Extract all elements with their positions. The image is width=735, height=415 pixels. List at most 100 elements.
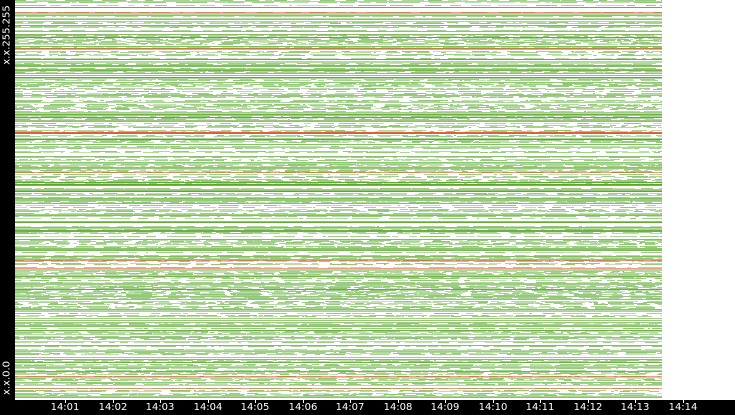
heat-segment: [274, 127, 303, 128]
heat-segment: [639, 243, 642, 244]
heat-segment: [85, 183, 101, 184]
heat-segment: [153, 126, 173, 127]
heat-segment: [467, 108, 478, 109]
heat-segment: [408, 361, 433, 362]
heat-segment: [609, 85, 632, 86]
heat-segment: [467, 135, 478, 136]
heat-segment: [15, 39, 18, 40]
heat-segment: [134, 292, 164, 293]
heat-segment: [15, 30, 43, 31]
heat-segment: [329, 360, 354, 361]
heat-segment: [508, 180, 528, 181]
heat-segment: [450, 352, 468, 353]
heat-segment: [515, 171, 537, 172]
heat-segment: [305, 303, 321, 304]
heat-segment: [643, 302, 662, 303]
heat-segment: [250, 101, 255, 102]
heat-segment: [482, 333, 498, 334]
heat-segment: [126, 42, 140, 43]
heat-segment: [310, 264, 319, 265]
heat-segment: [172, 100, 174, 101]
heat-segment: [15, 271, 30, 272]
heat-segment: [482, 148, 500, 149]
heat-segment: [176, 52, 190, 53]
heat-segment: [328, 316, 330, 317]
heat-segment: [139, 258, 165, 259]
heat-row: [15, 189, 662, 190]
heat-segment: [559, 261, 564, 262]
heat-segment: [34, 193, 56, 194]
heat-segment: [442, 272, 446, 273]
heat-segment: [660, 352, 662, 353]
heat-segment: [423, 338, 448, 339]
heat-segment: [114, 303, 145, 304]
heat-segment: [289, 295, 307, 296]
heat-segment: [630, 201, 633, 202]
heat-segment: [86, 179, 94, 180]
heat-segment: [425, 123, 455, 124]
heat-segment: [312, 263, 318, 264]
heat-segment: [71, 89, 75, 90]
heat-segment: [433, 301, 463, 302]
heat-segment: [81, 354, 87, 355]
heat-segment: [303, 130, 309, 131]
heat-segment: [612, 232, 614, 233]
heat-segment: [104, 160, 106, 161]
heat-segment: [599, 96, 602, 97]
heat-segment: [446, 280, 458, 281]
heat-segment: [26, 16, 45, 17]
heat-segment: [429, 267, 455, 268]
heat-segment: [425, 42, 449, 43]
heat-segment: [435, 39, 448, 40]
heat-segment: [585, 72, 604, 73]
heat-segment: [15, 116, 28, 117]
heat-segment: [306, 218, 334, 219]
heat-segment: [487, 80, 501, 81]
heat-segment: [526, 287, 537, 288]
heat-segment: [332, 188, 360, 189]
heat-segment: [61, 323, 74, 324]
heat-segment: [600, 38, 626, 39]
heat-segment: [302, 316, 304, 317]
heat-segment: [247, 226, 265, 227]
heat-segment: [452, 94, 458, 95]
heat-segment: [188, 243, 210, 244]
heat-row: [15, 65, 662, 66]
heat-segment: [191, 84, 205, 85]
heat-segment: [631, 43, 662, 44]
heat-segment: [505, 226, 535, 227]
heat-segment: [363, 96, 383, 97]
heat-segment: [157, 282, 171, 283]
heat-segment: [589, 261, 620, 262]
heat-segment: [556, 258, 558, 259]
heat-segment: [381, 47, 401, 48]
heat-segment: [449, 202, 465, 203]
heat-segment: [658, 304, 662, 305]
heat-segment: [15, 174, 44, 175]
heat-segment: [574, 301, 597, 302]
heat-segment: [170, 160, 190, 161]
heat-segment: [95, 157, 119, 158]
heat-segment: [580, 157, 598, 158]
heat-segment: [288, 267, 318, 268]
heat-segment: [362, 142, 365, 143]
heat-row: [15, 14, 662, 15]
heat-segment: [42, 263, 47, 264]
heat-segment: [368, 84, 376, 85]
heat-segment: [354, 126, 379, 127]
heat-segment: [405, 346, 410, 347]
heat-segment: [638, 229, 662, 230]
heat-segment: [373, 54, 392, 55]
heat-segment: [564, 142, 587, 143]
heat-segment: [339, 257, 362, 258]
heat-segment: [106, 63, 128, 64]
heat-segment: [370, 180, 390, 181]
heat-segment: [487, 304, 506, 305]
heat-segment: [15, 205, 22, 206]
heat-segment: [539, 336, 569, 337]
heat-segment: [299, 282, 324, 283]
heat-segment: [528, 151, 539, 152]
heat-segment: [581, 94, 601, 95]
heat-segment: [427, 177, 457, 178]
heat-segment: [15, 361, 35, 362]
